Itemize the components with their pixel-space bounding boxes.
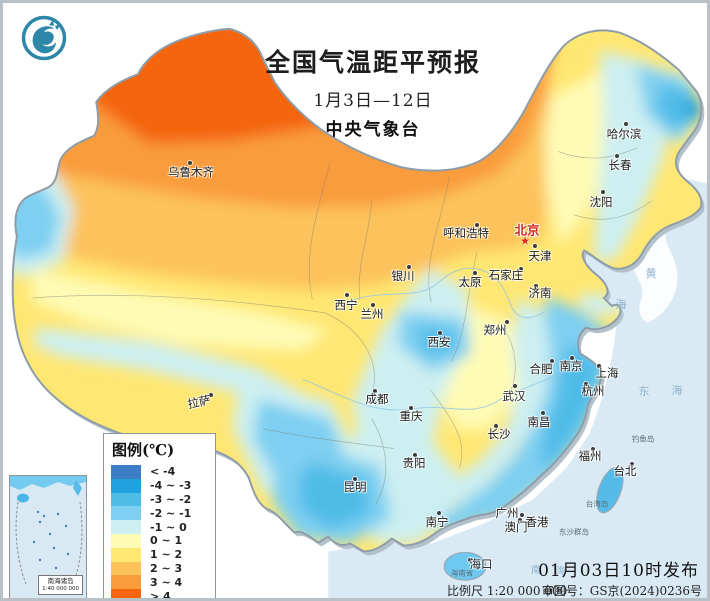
mainland-outline [11,27,703,553]
legend-label: > 4 [150,589,171,601]
map-scale: 比例尺 1:20 000 000 [447,584,568,598]
legend-label: 1 ~ 2 [150,548,183,562]
inset-label-box: 南海诸岛 1:40 000 000 [38,574,83,595]
legend-label: -2 ~ -1 [150,506,192,520]
china-map [11,27,707,598]
inset-scale: 1:40 000 000 [42,585,79,592]
hainan-island [443,551,487,581]
release-time: 01月03日10时发布 [538,561,699,581]
legend-label: 2 ~ 3 [150,561,183,575]
legend-swatch [111,533,141,548]
south-china-sea-inset: 南海诸岛 1:40 000 000 [9,475,87,598]
cma-logo [20,14,68,62]
legend-row: -4 ~ -3 [111,478,209,493]
legend-label: 0 ~ 1 [150,534,183,548]
legend-swatch [111,520,141,534]
legend-swatch [111,589,141,598]
legend-row: > 4 [111,589,209,601]
legend-row: 3 ~ 4 [111,575,209,590]
legend-row: 2 ~ 3 [111,561,209,576]
legend-swatch [111,478,141,493]
legend-row: < -4 [111,465,209,479]
legend-row: -1 ~ 0 [111,520,209,534]
legend-label: -1 ~ 0 [150,520,187,534]
legend-label: -3 ~ -2 [150,492,192,506]
rivers [302,267,585,411]
legend-row: -2 ~ -1 [111,506,209,521]
dragon-logo-icon [21,15,67,61]
legend-label: < -4 [150,465,176,479]
legend-label: -4 ~ -3 [150,479,192,493]
legend-swatch [111,465,141,479]
taiwan-island [596,466,624,514]
legend-title: 图例(℃) [112,441,175,459]
legend-row: 0 ~ 1 [111,533,209,548]
legend-swatch [111,547,141,562]
legend-swatch [111,492,141,507]
legend-swatch [111,575,141,590]
province-borders [32,147,652,505]
legend-label: 3 ~ 4 [150,575,183,589]
legend-swatch [111,506,141,521]
legend-row: -3 ~ -2 [111,492,209,507]
legend-swatch [111,561,141,576]
inset-region-label: 南海诸岛 [47,576,74,585]
legend-row: 1 ~ 2 [111,547,209,562]
approval-number: 审图号：GS京(2024)0236号 [541,584,702,598]
